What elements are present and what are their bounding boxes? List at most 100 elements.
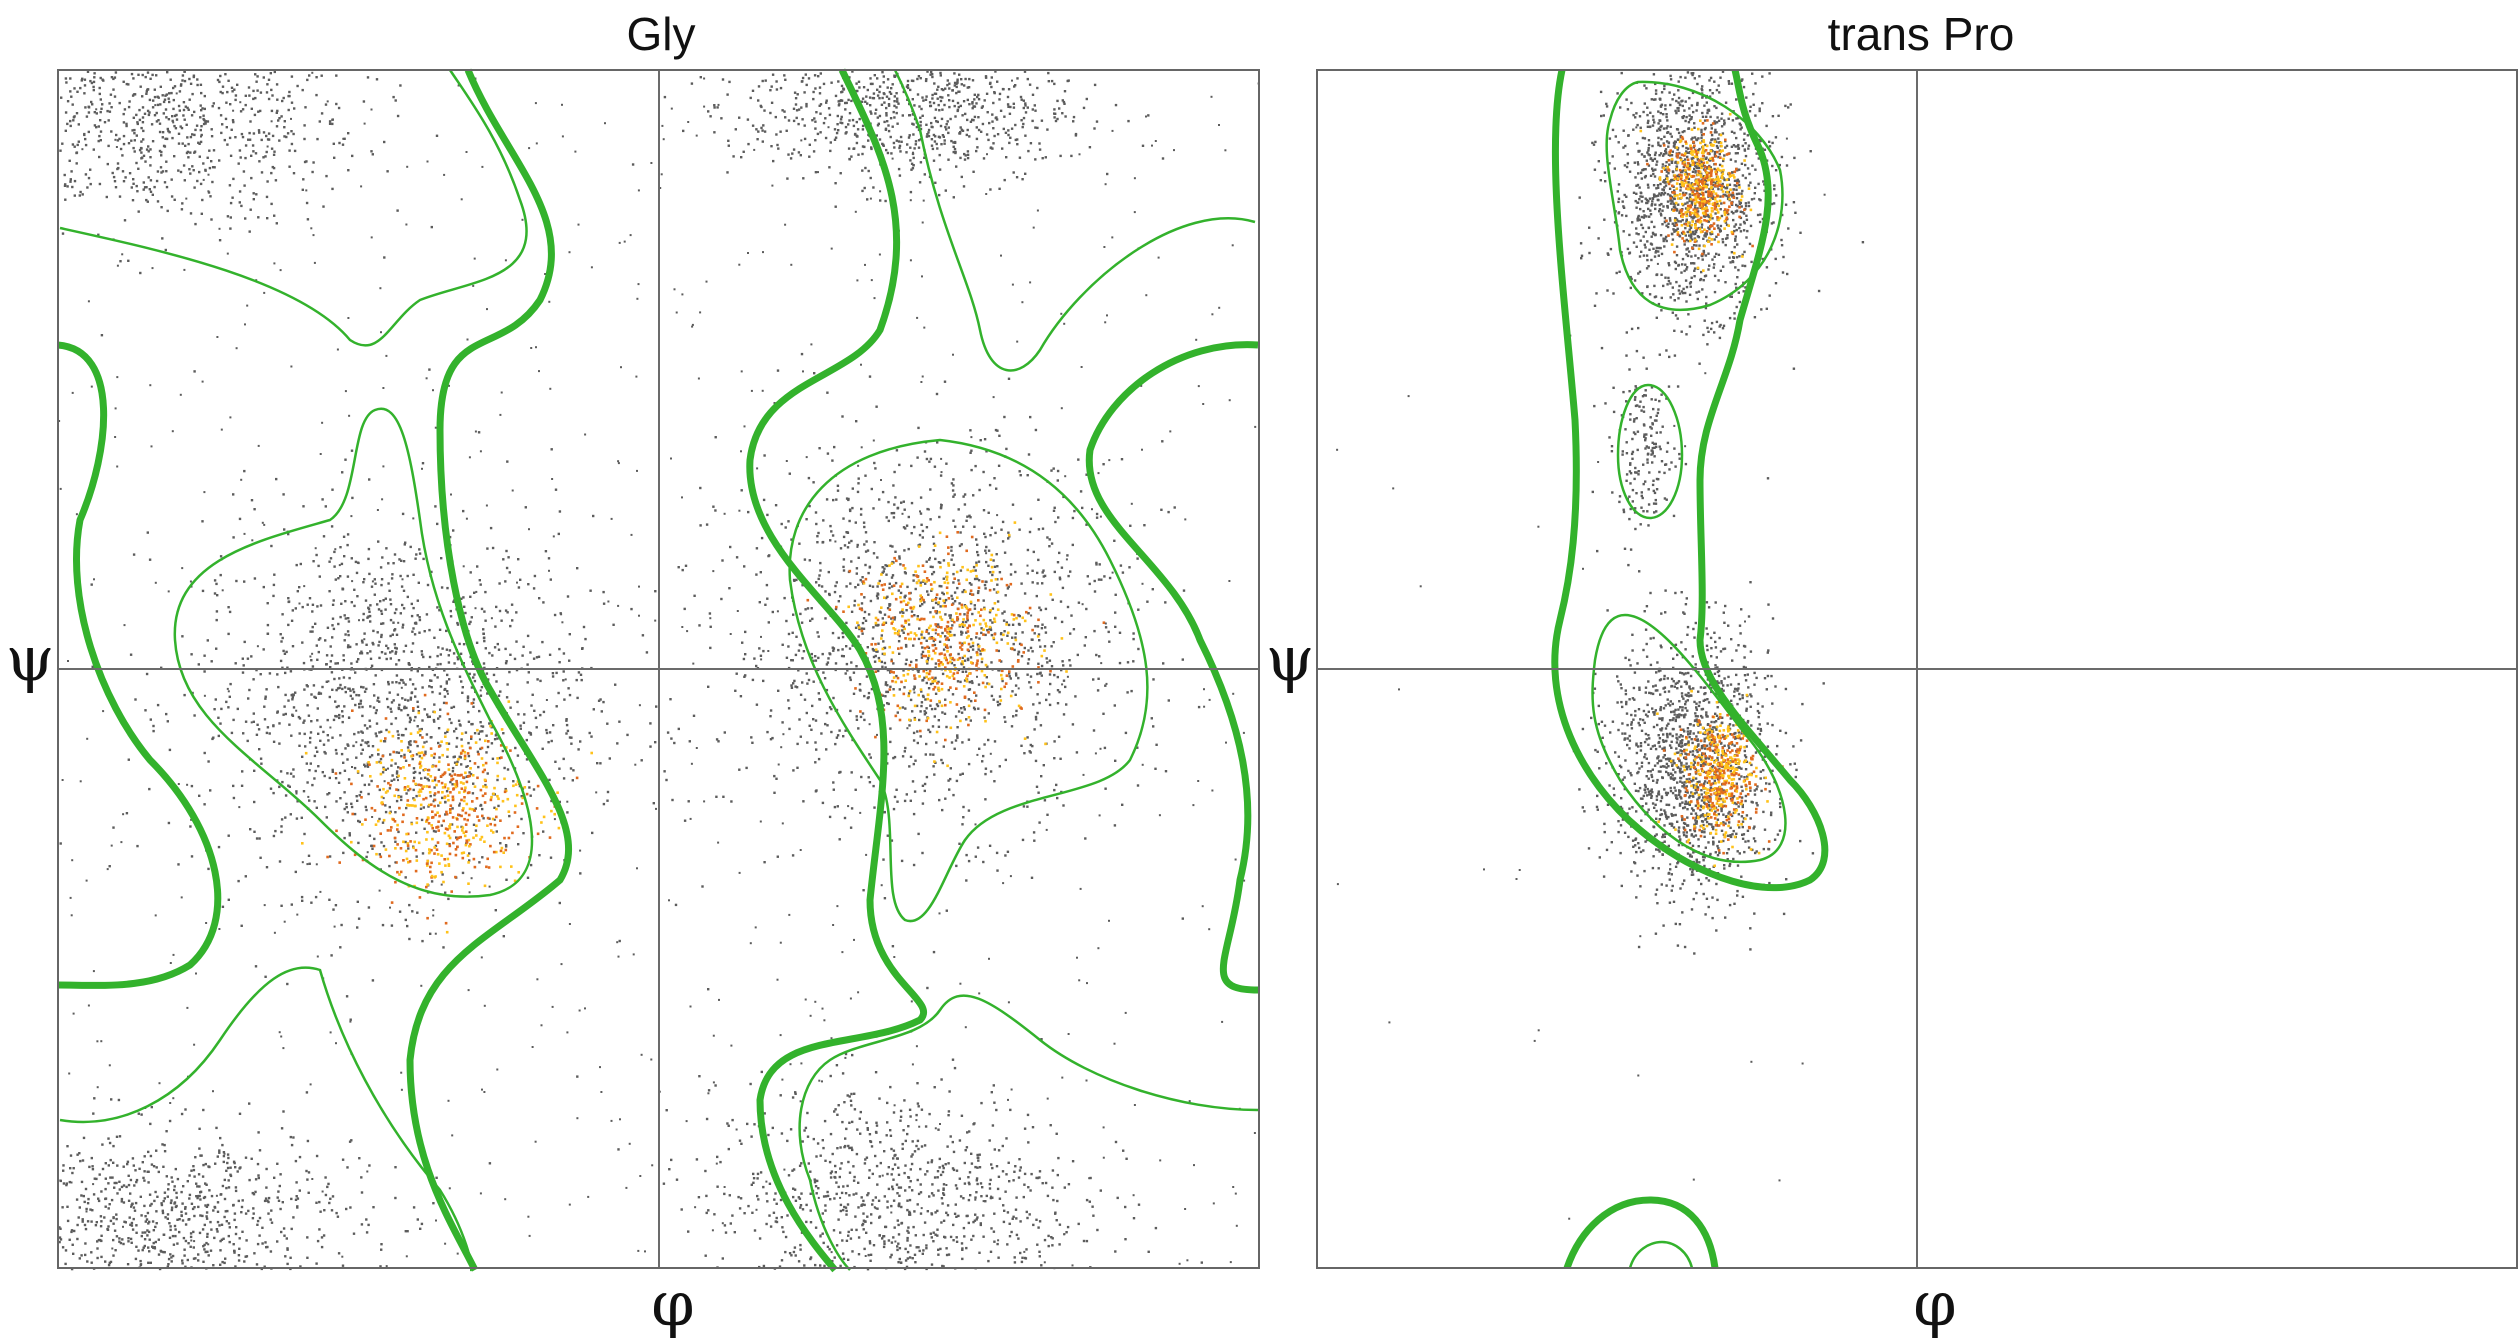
scatter-point — [487, 866, 491, 869]
scatter-point — [350, 601, 353, 604]
scatter-point — [1014, 632, 1017, 635]
scatter-point — [470, 702, 474, 705]
scatter-point — [968, 582, 972, 585]
scatter-point — [393, 794, 396, 798]
scatter-point — [328, 122, 332, 125]
scatter-point — [303, 732, 306, 736]
scatter-point — [961, 670, 964, 673]
scatter-point — [382, 622, 385, 625]
scatter-point — [976, 543, 979, 546]
scatter-point — [83, 132, 86, 136]
scatter-point — [433, 798, 437, 802]
scatter-point — [954, 739, 958, 742]
scatter-point — [361, 714, 364, 718]
scatter-point — [82, 1136, 86, 1140]
scatter-point — [443, 695, 447, 698]
scatter-point — [967, 716, 971, 719]
scatter-point — [1113, 704, 1116, 707]
scatter-point — [832, 781, 835, 784]
scatter-point — [181, 142, 184, 145]
scatter-point — [143, 112, 147, 115]
scatter-point — [328, 898, 331, 901]
scatter-point — [305, 684, 308, 687]
scatter-point — [149, 1204, 152, 1207]
scatter-point — [278, 722, 281, 725]
scatter-point — [341, 687, 344, 691]
scatter-point — [252, 132, 256, 135]
scatter-point — [989, 571, 992, 574]
scatter-point — [854, 687, 857, 690]
scatter-point — [174, 1228, 177, 1231]
scatter-point — [941, 591, 944, 594]
scatter-point — [282, 649, 285, 653]
scatter-point — [410, 754, 413, 758]
scatter-point — [240, 204, 243, 208]
scatter-point — [298, 732, 301, 735]
scatter-point — [814, 761, 817, 764]
scatter-point — [1056, 469, 1060, 473]
scatter-point — [944, 703, 947, 707]
scatter-point — [109, 1219, 113, 1223]
scatter-point — [990, 694, 994, 698]
scatter-point — [135, 1224, 138, 1227]
scatter-point — [95, 1221, 98, 1224]
scatter-point — [975, 694, 978, 697]
scatter-point — [97, 1238, 101, 1242]
scatter-point — [1113, 539, 1116, 542]
scatter-point — [839, 547, 843, 550]
scatter-point — [146, 1211, 150, 1215]
scatter-point — [1039, 608, 1043, 612]
scatter-point — [65, 1182, 68, 1185]
scatter-point — [817, 757, 821, 761]
scatter-point — [1000, 660, 1003, 663]
scatter-point — [930, 707, 934, 711]
scatter-point — [429, 775, 433, 778]
scatter-point — [384, 652, 387, 655]
scatter-point — [751, 741, 754, 744]
scatter-point — [194, 1156, 197, 1159]
scatter-point — [384, 768, 387, 771]
scatter-point — [306, 218, 310, 221]
scatter-point — [402, 734, 405, 737]
scatter-point — [870, 487, 873, 491]
scatter-point — [443, 858, 446, 861]
scatter-point — [401, 820, 404, 824]
scatter-point — [265, 134, 268, 138]
scatter-point — [298, 717, 302, 720]
scatter-point — [382, 844, 386, 848]
scatter-point — [430, 754, 433, 757]
scatter-point — [526, 634, 530, 638]
scatter-point — [448, 836, 452, 840]
scatter-point — [190, 1202, 194, 1205]
scatter-point — [505, 660, 508, 663]
scatter-point — [1001, 520, 1005, 524]
scatter-point — [1036, 582, 1039, 585]
scatter-point — [730, 800, 733, 803]
scatter-point — [1071, 543, 1074, 547]
scatter-point — [968, 608, 972, 611]
scatter-point — [1002, 633, 1005, 637]
scatter-point — [347, 617, 350, 620]
scatter-point — [226, 1166, 230, 1170]
scatter-point — [900, 501, 903, 504]
scatter-point — [272, 153, 276, 156]
scatter-point — [143, 1204, 146, 1208]
scatter-point — [944, 698, 947, 701]
scatter-point — [500, 619, 503, 622]
scatter-point — [275, 83, 279, 86]
scatter-point — [945, 725, 948, 729]
scatter-point — [350, 805, 354, 809]
scatter-point — [1061, 660, 1064, 663]
scatter-point — [529, 863, 533, 867]
scatter-point — [394, 1166, 397, 1169]
scatter-point — [88, 1165, 91, 1169]
scatter-point — [392, 621, 395, 624]
scatter-point — [177, 863, 180, 866]
scatter-point — [485, 785, 488, 789]
scatter-point — [986, 682, 989, 685]
scatter-point — [502, 851, 505, 854]
scatter-point — [72, 1252, 75, 1255]
scatter-point — [971, 648, 975, 651]
scatter-point — [460, 814, 463, 818]
scatter-point — [975, 636, 978, 639]
